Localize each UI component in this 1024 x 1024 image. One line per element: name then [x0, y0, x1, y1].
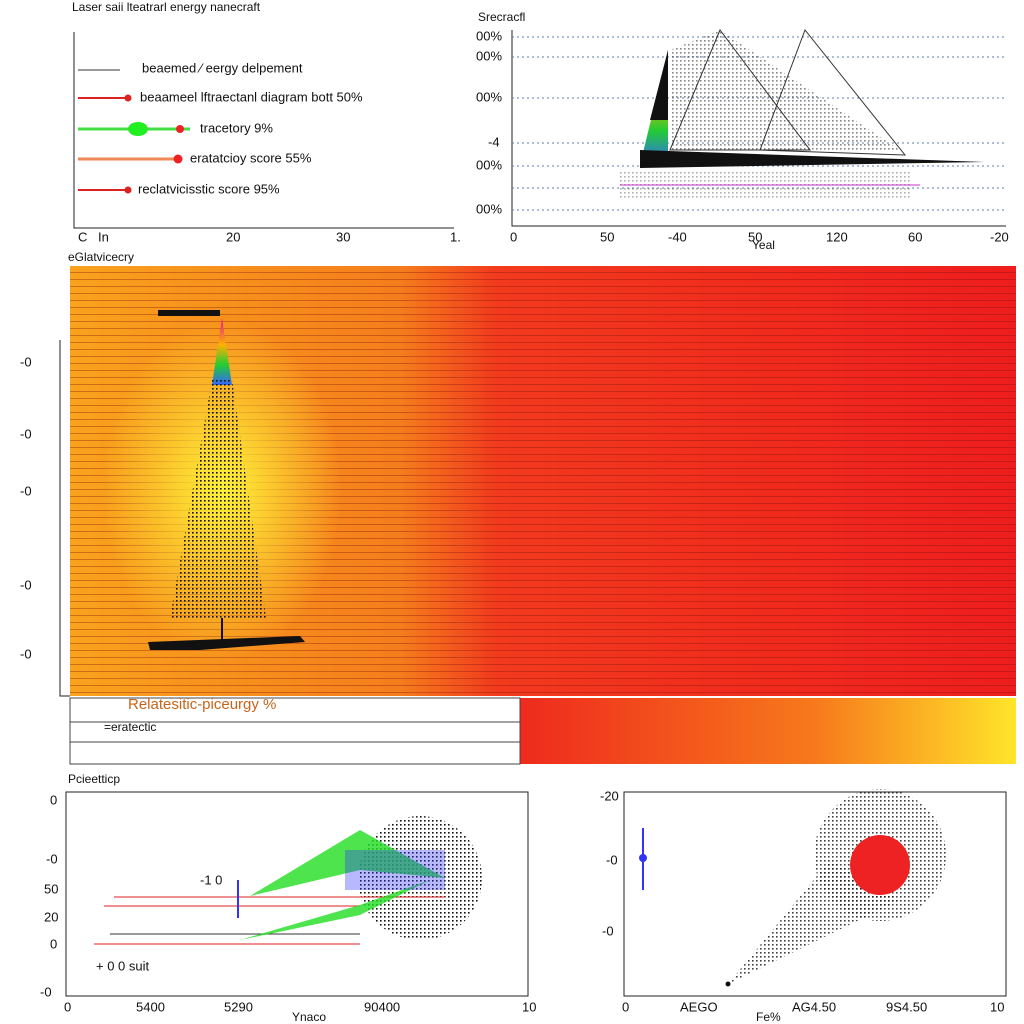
x-tick-label: In: [98, 229, 109, 244]
x-tick-label: C: [78, 229, 87, 244]
x-tick-label: 30: [336, 229, 350, 244]
axes: [65, 791, 529, 997]
y-tick-label: 0: [50, 792, 57, 807]
x-tick-label: 50: [600, 229, 614, 244]
x-tick-label: -40: [668, 229, 687, 244]
x-tick-label: 20: [226, 229, 240, 244]
axes: [511, 30, 1006, 227]
x-tick-label: 0: [622, 999, 629, 1014]
panel-title: Pcieetticp: [68, 772, 120, 786]
annotation: -1 0: [200, 872, 222, 887]
y-tick-label: 50: [44, 881, 58, 896]
x-tick-label: 120: [826, 229, 848, 244]
x-tick-label: 90400: [364, 999, 400, 1014]
x-tick-label: 60: [908, 229, 922, 244]
axes: [59, 340, 70, 697]
x-tick-label: 10: [990, 999, 1004, 1014]
y-tick-label: 20: [44, 909, 58, 924]
y-tick-label: 00%: [476, 201, 502, 216]
x-tick-label: 0: [64, 999, 71, 1014]
y-tick-label: -0: [20, 577, 32, 592]
gradient-strip: [520, 698, 1016, 764]
legend-item: beaameel lftraectanl diagram bott 50%: [140, 89, 363, 104]
y-tick-label: -0: [20, 646, 32, 661]
panel-title: Laser saii lteatrarl energy nanecraft: [72, 0, 261, 14]
axes: [73, 32, 454, 229]
legend-item: eratatcioy score 55%: [190, 150, 312, 165]
x-tick-label: 9S4.50: [886, 999, 927, 1014]
legend-item: tracetory 9%: [200, 120, 273, 135]
x-tick-label: 5290: [224, 999, 253, 1014]
legend: [78, 69, 190, 194]
y-tick-label: -0: [602, 923, 614, 938]
y-tick-label: -0: [20, 354, 32, 369]
annotation: =eratectic: [104, 720, 156, 734]
x-axis-label: Yeal: [752, 238, 775, 252]
annotation: + 0 0 suit: [96, 958, 150, 973]
y-tick-label: 00%: [476, 48, 502, 63]
x-tick-label: AEGO: [680, 999, 718, 1014]
y-tick-label: 0: [50, 936, 57, 951]
y-tick-label: -4: [488, 134, 500, 149]
x-axis-label: Ynaco: [292, 1010, 326, 1024]
x-tick-label: 5400: [136, 999, 165, 1014]
panel-title: eGlatvicecry: [68, 250, 134, 264]
y-tick-label: -0: [40, 984, 52, 999]
sphere-illustration: [639, 789, 946, 987]
x-tick-label: AG4.50: [792, 999, 836, 1014]
legend-item: reclatvicisstic score 95%: [138, 181, 280, 196]
y-tick-label: -0: [46, 851, 58, 866]
x-tick-label: 50: [748, 229, 762, 244]
sail-illustration: [148, 310, 305, 650]
sail-illustration: [620, 29, 985, 200]
x-tick-label: 0: [510, 229, 517, 244]
y-tick-label: -0: [20, 483, 32, 498]
y-tick-label: -0: [606, 852, 618, 867]
x-axis-label: Fe%: [756, 1010, 781, 1024]
caption-box: [69, 697, 521, 765]
x-tick-label: -20: [990, 229, 1009, 244]
y-tick-label: 00%: [476, 157, 502, 172]
x-tick-label: 10: [522, 999, 536, 1014]
x-tick-label: 1.: [450, 229, 461, 244]
y-tick-label: 00%: [476, 89, 502, 104]
annotation: Relatesitic-piceurgy %: [128, 696, 276, 713]
y-tick-label: -20: [600, 788, 619, 803]
sphere-illustration: [94, 816, 482, 945]
y-tick-label: 00%: [476, 28, 502, 43]
y-tick-label: -0: [20, 426, 32, 441]
panel-title: Srecracfl: [478, 10, 525, 24]
legend-item: beaemed ⁄ eergy delpement: [142, 60, 303, 75]
